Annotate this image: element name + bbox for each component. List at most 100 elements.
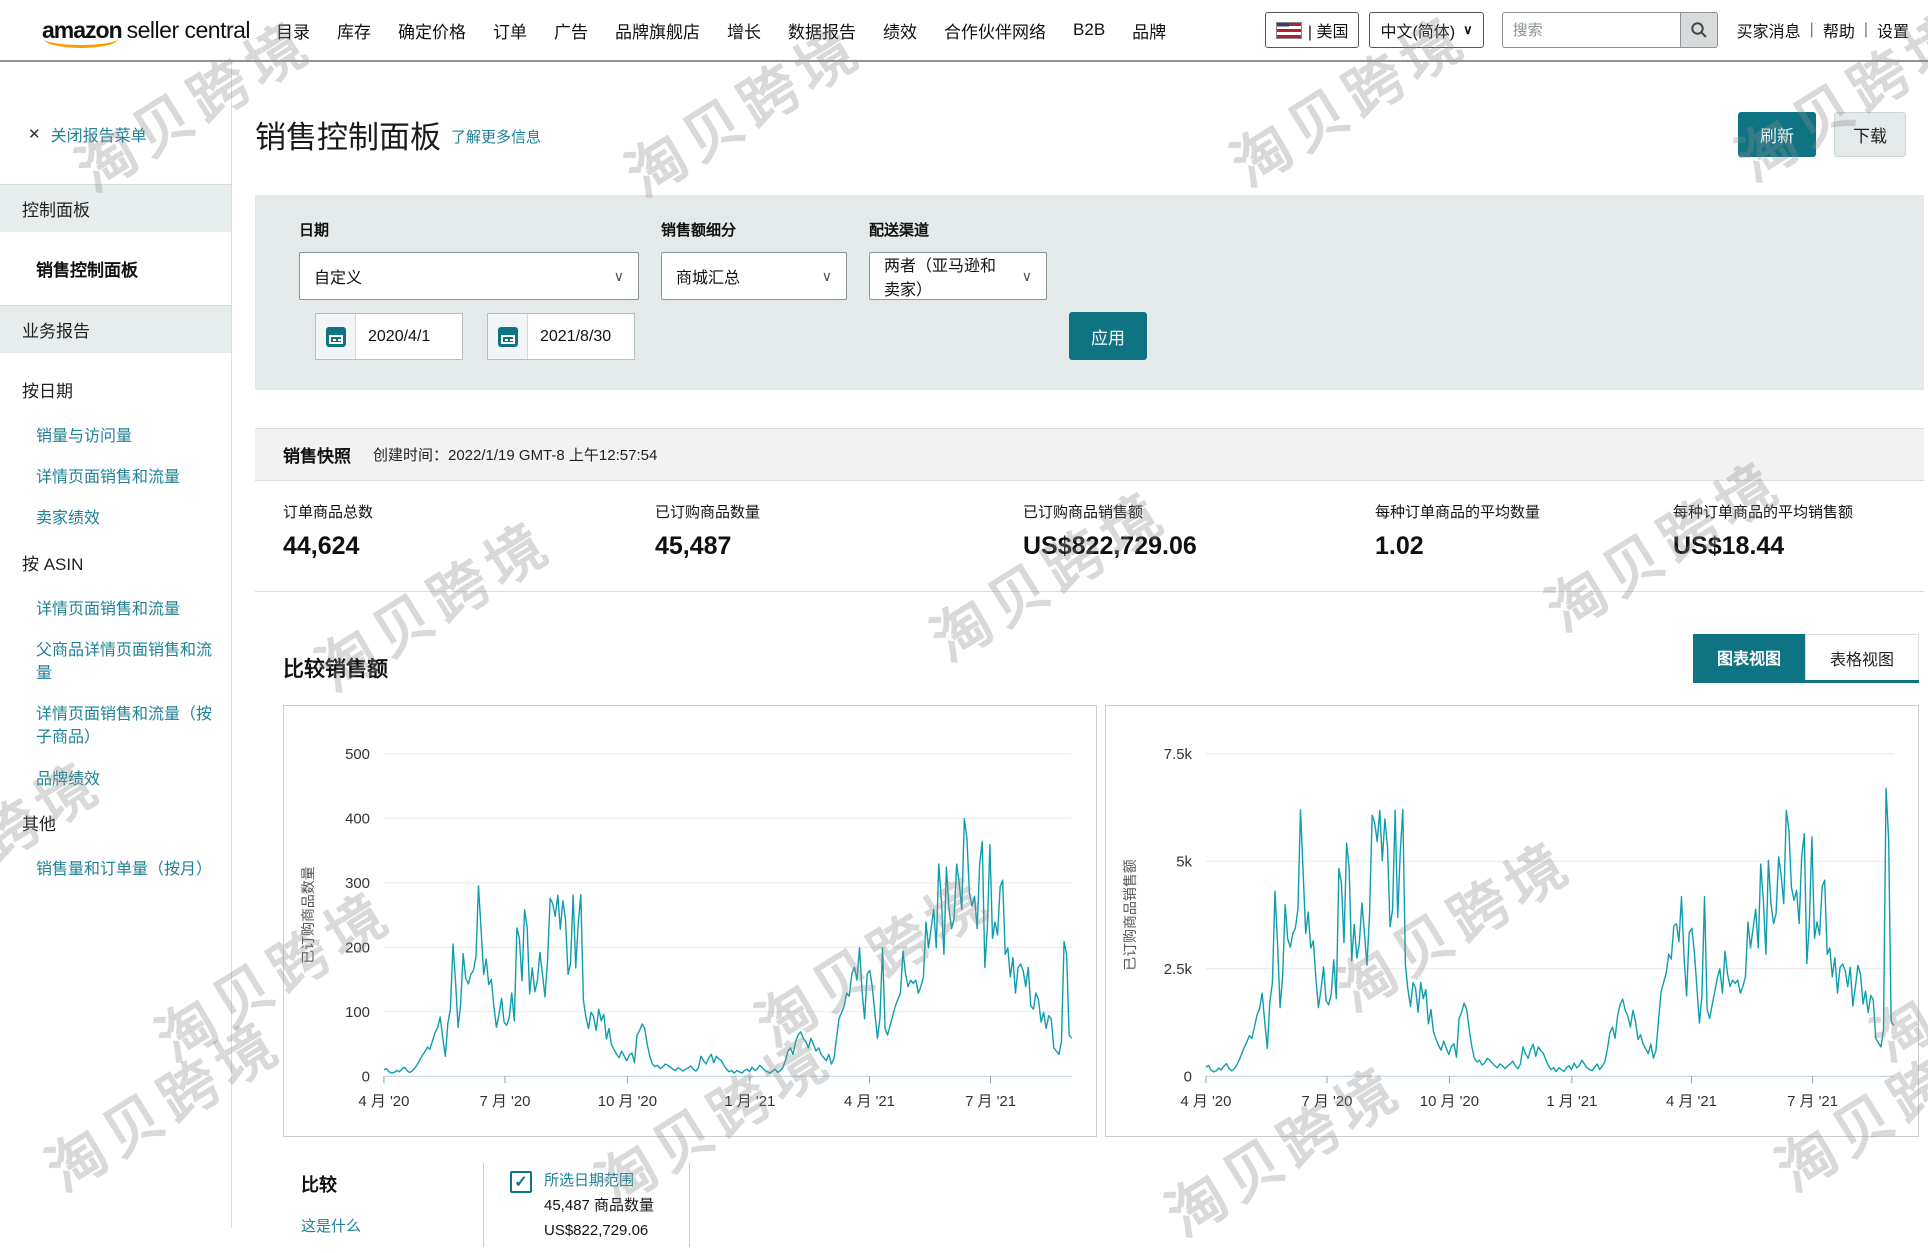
language-selector[interactable]: 中文(简体) ∨: [1369, 12, 1484, 48]
sidebar-item-5[interactable]: 详情页面销售和流量: [36, 469, 181, 487]
search-button[interactable]: [1679, 12, 1718, 48]
svg-text:已订购商品数量: 已订购商品数量: [300, 866, 316, 964]
selected-date-range-checkbox[interactable]: ✓: [510, 1171, 532, 1193]
compare-sales-title: 比较销售额: [283, 658, 388, 681]
metric-value: 44,624: [283, 532, 360, 560]
sidebar-item-3: 按日期: [22, 382, 73, 401]
amazon-seller-central-logo[interactable]: amazon seller central: [42, 16, 251, 48]
fulfillment-channel-value: 两者（亚马逊和卖家）: [884, 258, 997, 299]
download-button[interactable]: 下载: [1834, 112, 1906, 157]
svg-text:1 月 '21: 1 月 '21: [724, 1093, 775, 1110]
sales-breakdown-select[interactable]: 商城汇总 ∨: [661, 252, 847, 300]
nav-link-1[interactable]: 帮助: [1822, 24, 1855, 41]
nav-link-2[interactable]: 设置: [1876, 24, 1909, 41]
fulfillment-channel-select[interactable]: 两者（亚马逊和卖家） ∨: [869, 252, 1047, 300]
date-filter-label: 日期: [299, 222, 330, 239]
sidebar-item-9[interactable]: 父商品详情页面销售和流量: [36, 641, 213, 682]
svg-text:2.5k: 2.5k: [1164, 961, 1193, 978]
selected-range-units: 45,487 商品数量: [544, 1196, 655, 1214]
compare-legend-row: 比较 这是什么 ✓ 所选日期范围 45,487 商品数量 US$822,729.…: [283, 1151, 1919, 1247]
nav-item-0[interactable]: 目录: [276, 22, 311, 42]
svg-text:100: 100: [345, 1004, 370, 1021]
nav-item-7[interactable]: 数据报告: [788, 22, 857, 42]
sidebar-item-8[interactable]: 详情页面销售和流量: [36, 600, 181, 618]
close-report-menu-label: 关闭报告菜单: [50, 128, 147, 145]
nav-right-cluster: | 美国 中文(简体) ∨ 买家消息 | 帮助 | 设置: [1264, 12, 1918, 48]
seller-central-logo-text: seller central: [126, 16, 251, 43]
calendar-icon-from[interactable]: [316, 314, 356, 359]
sidebar-item-11[interactable]: 品牌绩效: [36, 770, 101, 788]
metric-value: 1.02: [1375, 532, 1424, 560]
nav-item-5[interactable]: 品牌旗舰店: [615, 22, 701, 42]
marketplace-selector[interactable]: | 美国: [1264, 12, 1360, 48]
sales-breakdown-label: 销售额细分: [661, 222, 737, 239]
metric-label: 订单商品总数: [283, 504, 374, 521]
search-input[interactable]: [1501, 12, 1680, 48]
chevron-down-icon: ∨: [613, 267, 624, 284]
apply-button[interactable]: 应用: [1069, 312, 1147, 360]
what-is-this-link[interactable]: 这是什么: [301, 1218, 362, 1235]
ordered-product-sales-chart: 0 2.5k 5k 7.5k 4 月 '20 7 月 '20 10 月 '20 1 月 '21…: [1105, 705, 1919, 1137]
language-label: 中文(简体): [1380, 24, 1456, 41]
metric-3: 每种订单商品的平均数量 1.02: [1375, 501, 1673, 561]
nav-item-6[interactable]: 增长: [727, 22, 762, 42]
nav-utility-links: 买家消息 | 帮助 | 设置: [1728, 18, 1918, 42]
refresh-button[interactable]: 刷新: [1738, 112, 1816, 157]
metric-value: 45,487: [655, 532, 732, 560]
divider: |: [1863, 21, 1868, 38]
svg-text:4 月 '21: 4 月 '21: [844, 1093, 895, 1110]
chart-view-button[interactable]: 图表视图: [1692, 634, 1805, 680]
svg-text:5k: 5k: [1176, 853, 1192, 870]
date-from-input[interactable]: 2020/4/1: [315, 313, 463, 360]
sidebar-item-2: 业务报告: [0, 305, 231, 353]
us-flag-icon: [1275, 21, 1302, 39]
nav-item-1[interactable]: 库存: [337, 22, 372, 42]
learn-more-link[interactable]: 了解更多信息: [451, 129, 542, 146]
chevron-down-icon: ∨: [1463, 22, 1473, 37]
nav-item-3[interactable]: 订单: [493, 22, 528, 42]
metric-label: 已订购商品数量: [655, 504, 761, 521]
svg-text:7.5k: 7.5k: [1164, 746, 1193, 763]
content-bottom-rule: [283, 1251, 1919, 1253]
sidebar-item-4[interactable]: 销量与访问量: [36, 428, 133, 445]
nav-item-10[interactable]: B2B: [1073, 20, 1106, 39]
nav-item-2[interactable]: 确定价格: [398, 22, 467, 42]
table-view-button[interactable]: 表格视图: [1804, 634, 1919, 680]
date-from-value: 2020/4/1: [368, 327, 431, 345]
divider: |: [1809, 21, 1814, 38]
main-content: 销售控制面板 了解更多信息 刷新 下载 日期 自定义 ∨: [232, 62, 1928, 1247]
main-menu: 目录 库存 确定价格 订单 广告 品牌旗舰店 增长 数据报告 绩效 合作伙伴网络 B2B 品牌: [276, 18, 1166, 43]
nav-item-11[interactable]: 品牌: [1132, 22, 1167, 42]
nav-link-0[interactable]: 买家消息: [1736, 24, 1801, 41]
sidebar-item-1[interactable]: 销售控制面板: [36, 261, 138, 280]
close-report-menu[interactable]: ✕ 关闭报告菜单: [0, 122, 231, 146]
chevron-down-icon: ∨: [1021, 267, 1032, 284]
metric-2: 已订购商品销售额 US$822,729.06: [1023, 501, 1375, 561]
sales-snapshot: 销售快照 创建时间：2022/1/19 GMT-8 上午12:57:54 订单商…: [255, 428, 1924, 592]
date-to-input[interactable]: 2021/8/30: [487, 313, 635, 360]
units-ordered-chart: 0 100 200 300 400 500 4 月 '20 7 月 '20 10 月 '20 1 …: [283, 705, 1097, 1137]
sidebar-item-10[interactable]: 详情页面销售和流量（按子商品）: [36, 706, 213, 747]
svg-text:10 月 '20: 10 月 '20: [598, 1093, 657, 1110]
svg-text:7 月 '20: 7 月 '20: [1301, 1093, 1352, 1110]
calendar-icon: [497, 326, 518, 347]
search-icon: [1690, 22, 1707, 38]
sidebar-item-13[interactable]: 销售量和订单量（按月）: [36, 860, 213, 878]
calendar-icon: [325, 326, 346, 347]
top-navigation: amazon seller central 目录 库存 确定价格 订单 广告 品牌旗舰店 增…: [0, 0, 1928, 62]
nav-item-8[interactable]: 绩效: [883, 22, 918, 42]
sales-breakdown-value: 商城汇总: [676, 270, 741, 287]
metric-label: 每种订单商品的平均数量: [1375, 504, 1541, 521]
nav-item-4[interactable]: 广告: [554, 22, 589, 42]
svg-text:4 月 '20: 4 月 '20: [1180, 1093, 1231, 1110]
svg-text:1 月 '21: 1 月 '21: [1546, 1093, 1597, 1110]
sidebar-item-7: 按 ASIN: [22, 554, 84, 574]
selected-date-range-label: 所选日期范围: [544, 1172, 635, 1189]
calendar-icon-to[interactable]: [488, 314, 528, 359]
metric-label: 每种订单商品的平均销售额: [1673, 504, 1854, 521]
sidebar-item-6[interactable]: 卖家绩效: [36, 510, 101, 528]
date-range-select[interactable]: 自定义 ∨: [299, 252, 639, 300]
compare-label: 比较: [301, 1175, 337, 1195]
metric-4: 每种订单商品的平均销售额 US$18.44: [1673, 501, 1853, 561]
nav-item-9[interactable]: 合作伙伴网络: [944, 22, 1047, 42]
